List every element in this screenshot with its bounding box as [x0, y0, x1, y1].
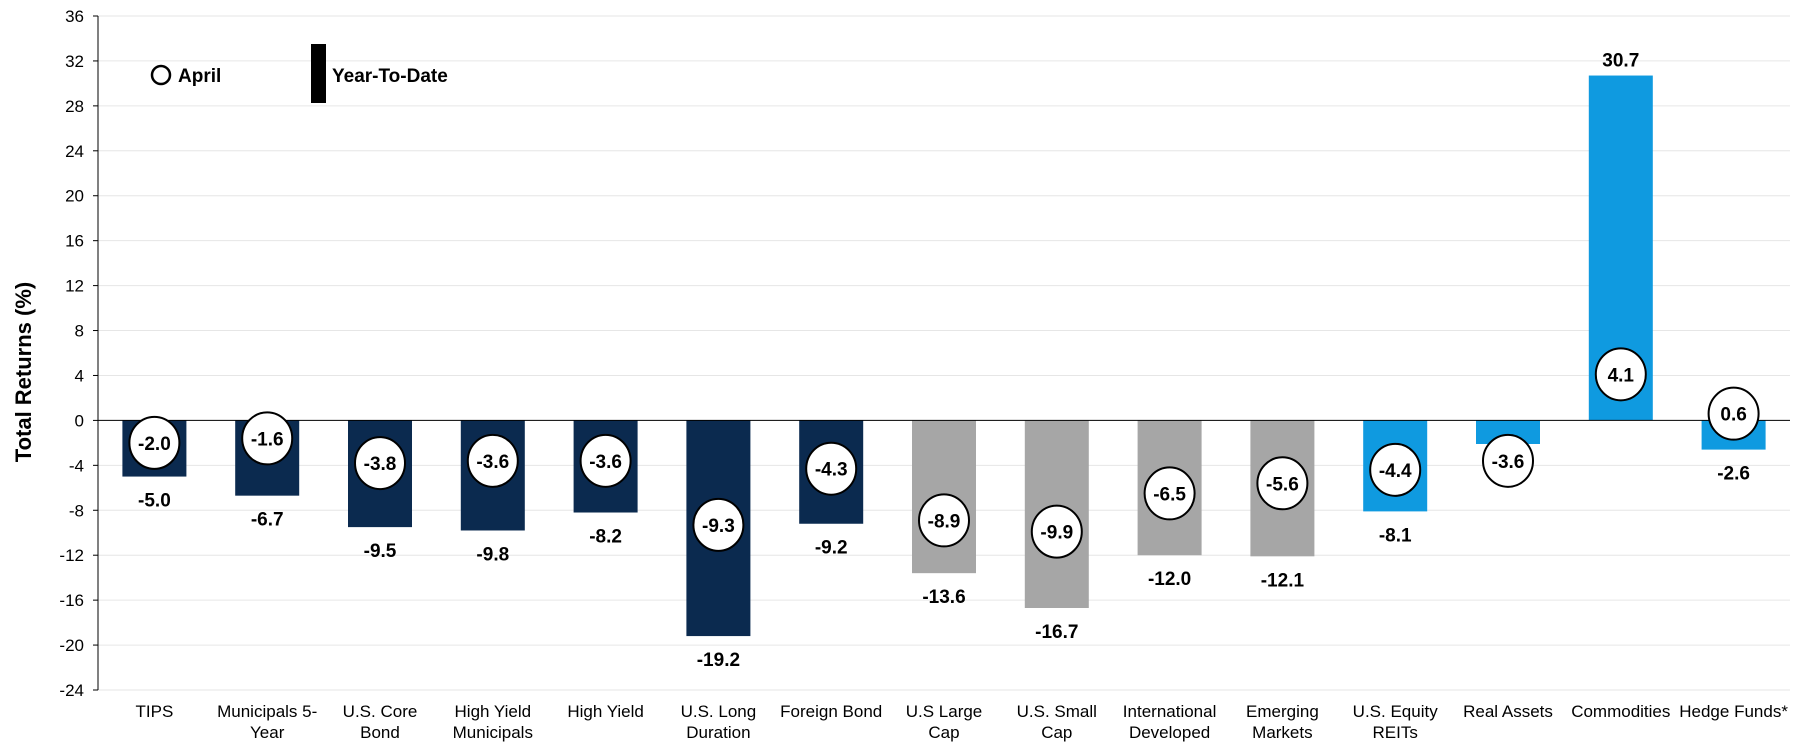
x-tick-label: Duration: [686, 723, 750, 742]
legend-april-label: April: [178, 66, 221, 87]
ytd-value-label: -6.7: [251, 510, 284, 531]
x-tick-label: Developed: [1129, 723, 1210, 742]
ytd-value-label: -8.1: [1379, 525, 1412, 546]
legend: April Year-To-Date: [150, 44, 448, 103]
april-marker: [692, 497, 745, 552]
y-tick-label: -4: [69, 456, 84, 475]
april-value-label: -8.9: [928, 511, 961, 532]
x-tick-label: Year: [250, 723, 285, 742]
ytd-value-label: -9.8: [476, 544, 509, 565]
april-marker: [918, 493, 970, 548]
x-tick-label: Municipals 5-: [217, 702, 317, 721]
x-tick-label: U.S. Core: [343, 702, 418, 721]
april-value-label: -4.3: [815, 460, 848, 481]
x-tick-label: U.S. Equity: [1353, 702, 1439, 721]
april-marker: [1482, 433, 1534, 488]
y-tick-label: 8: [75, 322, 84, 341]
y-tick-label: 36: [65, 7, 84, 26]
x-tick-label: Markets: [1252, 723, 1312, 742]
x-tick-label: High Yield: [455, 702, 532, 721]
april-marker: [1707, 386, 1760, 441]
x-tick-label: TIPS: [136, 702, 174, 721]
ytd-value-label: -9.2: [815, 538, 848, 559]
ytd-value-label: -12.0: [1148, 569, 1191, 590]
ytd-value-label: -8.2: [589, 527, 622, 548]
y-tick-label: 0: [75, 411, 84, 430]
april-marker: [466, 433, 519, 488]
ytd-value-label: -12.1: [1261, 570, 1305, 591]
y-tick-label: -24: [59, 681, 84, 700]
april-marker: [805, 441, 858, 496]
x-tick-label: REITs: [1373, 723, 1418, 742]
x-tick-label: Foreign Bond: [780, 702, 882, 721]
legend-april-marker: [150, 64, 172, 86]
april-marker: [128, 415, 181, 470]
y-tick-label: 4: [75, 366, 84, 385]
legend-ytd-label: Year-To-Date: [332, 66, 448, 87]
ytd-value-label: 30.7: [1602, 51, 1639, 72]
y-tick-label: 16: [65, 232, 84, 251]
april-marker: [1594, 347, 1647, 402]
y-tick-label: -16: [59, 591, 84, 610]
x-tick-label: Cap: [1041, 723, 1072, 742]
x-tick-label: High Yield: [567, 702, 644, 721]
april-marker: [1030, 504, 1083, 559]
x-tick-label: Municipals: [453, 723, 533, 742]
y-tick-label: 32: [65, 52, 84, 71]
april-value-label: -3.6: [476, 452, 509, 473]
april-marker: [1143, 466, 1196, 521]
ytd-value-label: -13.6: [922, 587, 965, 608]
y-tick-label: 12: [65, 277, 84, 296]
x-tick-label: International: [1123, 702, 1217, 721]
april-marker: [1256, 456, 1309, 511]
x-tick-label: U.S. Small: [1017, 702, 1097, 721]
legend-ytd-marker: [311, 44, 326, 103]
x-tick-label: U.S Large: [906, 702, 983, 721]
april-marker: [241, 411, 294, 466]
x-tick-label: Real Assets: [1463, 702, 1553, 721]
april-value-label: 4.1: [1608, 365, 1635, 386]
axes: -24 -20 -16 -12 -8 -4 0 4 8 12 16 20 24 28 32 36: [59, 7, 99, 700]
april-value-label: -3.6: [589, 452, 622, 473]
x-tick-label: U.S. Long: [681, 702, 757, 721]
april-value-label: -3.6: [1492, 452, 1525, 473]
x-tick-label: Commodities: [1571, 702, 1670, 721]
april-value-label: -6.5: [1153, 484, 1186, 505]
ytd-value-label: -16.7: [1035, 622, 1078, 643]
y-tick-label: 20: [65, 187, 84, 206]
x-tick-label: Emerging: [1246, 702, 1319, 721]
april-value-label: -5.6: [1266, 474, 1299, 495]
april-value-label: -4.4: [1379, 461, 1412, 482]
category-labels: TIPS Municipals 5- Year U.S. Core Bond High Y…: [136, 702, 1789, 742]
ytd-bar: [1476, 420, 1540, 444]
y-axis-title: Total Returns (%): [11, 282, 36, 462]
ytd-value-label: -2.6: [1717, 464, 1750, 485]
ytd-value-label: -9.5: [364, 541, 397, 562]
april-value-label: -9.9: [1040, 523, 1073, 544]
april-value-label: -2.0: [138, 434, 171, 455]
x-tick-label: Cap: [928, 723, 959, 742]
x-tick-label: Hedge Funds*: [1679, 702, 1788, 721]
april-value-label: -3.8: [364, 454, 397, 475]
april-marker: [354, 436, 406, 491]
data-labels: -5.0 -2.0 -6.7 -1.6 -9.5 -3.8 -9.8 -3.6 -8.2 -3.6…: [128, 51, 1760, 671]
x-tick-label: Bond: [360, 723, 400, 742]
april-value-label: -9.3: [702, 516, 735, 537]
ytd-value-label: -5.0: [138, 491, 171, 512]
april-marker: [579, 433, 632, 488]
april-marker: [1369, 442, 1422, 497]
y-tick-label: -12: [59, 546, 84, 565]
y-tick-label: -8: [69, 501, 84, 520]
y-tick-label: -20: [59, 636, 84, 655]
april-value-label: 0.6: [1720, 405, 1746, 426]
y-tick-label: 28: [65, 97, 84, 116]
ytd-value-label: -19.2: [697, 650, 740, 671]
ytd-bars: [98, 75, 1790, 637]
april-value-label: -1.6: [251, 429, 284, 450]
y-tick-label: 24: [65, 142, 84, 161]
